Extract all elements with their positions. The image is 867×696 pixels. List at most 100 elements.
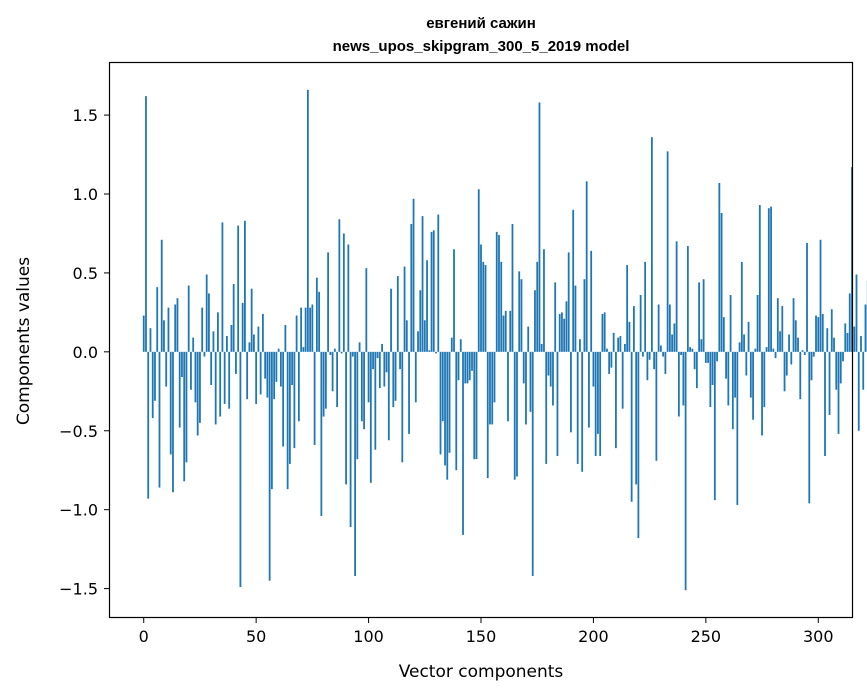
bar-191 (572, 209, 575, 352)
bar-251 (707, 351, 709, 363)
bar-6 (156, 287, 159, 352)
bar-3 (149, 328, 152, 352)
bar-272 (754, 348, 757, 352)
bar-28 (205, 274, 208, 352)
bar-124 (421, 216, 424, 352)
bar-204 (601, 313, 604, 352)
bar-261 (729, 295, 732, 352)
bar-307 (833, 337, 835, 352)
bar-65 (288, 351, 291, 464)
bar-318 (857, 351, 860, 431)
bar-169 (522, 351, 525, 384)
bar-106 (381, 343, 383, 352)
bar-160 (502, 315, 505, 352)
bar-30 (210, 351, 213, 385)
bar-80 (322, 351, 325, 417)
bar-276 (763, 351, 766, 408)
bar-53 (262, 313, 264, 352)
bar-296 (808, 351, 811, 504)
bar-284 (781, 306, 784, 352)
bar-152 (484, 265, 487, 352)
bar-167 (518, 271, 521, 352)
bar-273 (756, 295, 759, 352)
bar-221 (639, 295, 642, 352)
bar-294 (803, 351, 806, 355)
bar-170 (525, 351, 527, 425)
bar-274 (758, 205, 761, 352)
bar-264 (736, 351, 739, 505)
bar-201 (594, 351, 597, 457)
bar-212 (619, 336, 622, 352)
bar-44 (241, 302, 244, 352)
bar-61 (279, 351, 282, 387)
bar-232 (664, 351, 667, 374)
bar-92 (349, 351, 352, 528)
bar-33 (217, 312, 219, 352)
bar-87 (338, 219, 341, 352)
bar-188 (565, 301, 568, 352)
y-axis-ticks: −1.5 −1.0 −0.5 0.0 0.5 1.0 1.5 (59, 106, 110, 599)
bar-71 (302, 347, 305, 352)
x-tick-label: 150 (466, 627, 497, 646)
bar-130 (435, 351, 437, 354)
bar-165 (513, 351, 516, 480)
x-tick-label: 300 (803, 627, 834, 646)
bar-252 (709, 351, 712, 408)
bar-193 (576, 351, 579, 464)
bar-31 (212, 331, 215, 352)
bar-317 (855, 274, 858, 352)
bar-153 (486, 351, 489, 479)
y-tick-label: 0.0 (73, 343, 98, 362)
bar-34 (219, 351, 222, 417)
bar-184 (556, 351, 559, 457)
bar-258 (722, 317, 725, 352)
bar-110 (390, 288, 392, 352)
bar-95 (356, 351, 359, 460)
bar-282 (776, 298, 779, 352)
bar-138 (453, 249, 455, 352)
bar-46 (246, 351, 249, 400)
bar-220 (637, 351, 640, 539)
bar-99 (365, 268, 368, 352)
bar-58 (273, 351, 276, 400)
bar-250 (704, 351, 707, 363)
bar-29 (208, 293, 210, 352)
bar-213 (621, 351, 624, 409)
bar-39 (230, 325, 233, 352)
bar-97 (360, 351, 363, 422)
bar-246 (695, 351, 698, 389)
bar-194 (579, 339, 581, 352)
bar-281 (774, 351, 777, 359)
bar-214 (624, 343, 626, 352)
bar-134 (444, 351, 446, 466)
bar-242 (686, 246, 689, 352)
bar-51 (257, 326, 260, 352)
bar-52 (259, 351, 262, 395)
bar-76 (313, 351, 316, 445)
bar-278 (767, 208, 770, 352)
bar-203 (599, 351, 602, 457)
x-tick-label: 0 (139, 627, 149, 646)
bar-320 (862, 351, 865, 390)
bar-81 (324, 351, 327, 409)
bar-146 (471, 351, 473, 371)
bar-233 (666, 151, 669, 352)
bar-267 (743, 334, 745, 352)
bar-24 (196, 351, 199, 436)
bar-247 (698, 282, 700, 352)
bar-136 (448, 351, 451, 453)
bar-208 (610, 351, 613, 368)
bar-83 (329, 351, 332, 355)
x-tick-label: 200 (578, 627, 609, 646)
bar-89 (342, 233, 345, 352)
chart-title: евгений сажин (426, 15, 536, 32)
bar-38 (228, 351, 231, 409)
bar-192 (574, 285, 577, 352)
bar-292 (799, 351, 802, 400)
bar-43 (239, 351, 242, 588)
bar-9 (163, 320, 165, 352)
bar-121 (414, 351, 417, 403)
bar-166 (516, 351, 518, 477)
bar-27 (203, 351, 206, 357)
bar-238 (677, 351, 680, 417)
